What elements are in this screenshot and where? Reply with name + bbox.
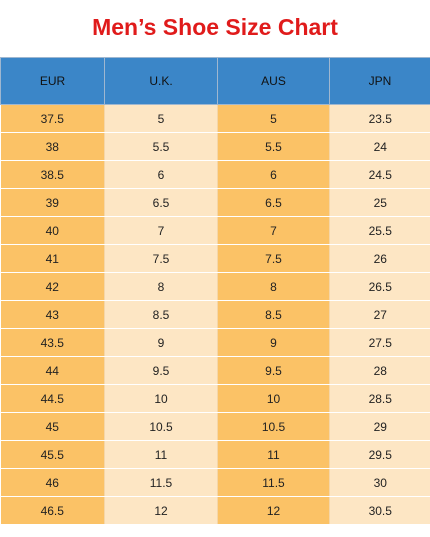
page-title: Men’s Shoe Size Chart [92, 14, 338, 40]
cell-aus: 8 [217, 272, 330, 301]
cell-eur: 40 [0, 216, 105, 245]
cell-jpn: 24 [329, 132, 430, 161]
cell-aus: 5 [217, 104, 330, 133]
table-row: 41 7.5 7.5 26 [0, 244, 430, 273]
cell-uk: 10.5 [104, 412, 218, 441]
cell-aus: 9 [217, 328, 330, 357]
header-uk: U.K. [104, 57, 218, 105]
cell-eur: 41 [0, 244, 105, 273]
cell-eur: 46 [0, 468, 105, 497]
cell-eur: 38.5 [0, 160, 105, 189]
cell-aus: 11 [217, 440, 330, 469]
cell-uk: 5.5 [104, 132, 218, 161]
cell-aus: 7 [217, 216, 330, 245]
cell-jpn: 30 [329, 468, 430, 497]
cell-jpn: 26 [329, 244, 430, 273]
cell-eur: 46.5 [0, 496, 105, 525]
table-row: 45 10.5 10.5 29 [0, 412, 430, 441]
table-body: 37.5 5 5 23.5 38 5.5 5.5 24 38.5 6 6 24.5 39 6.5 6.5 25… [0, 104, 430, 525]
cell-jpn: 28.5 [329, 384, 430, 413]
cell-uk: 6.5 [104, 188, 218, 217]
cell-uk: 8.5 [104, 300, 218, 329]
cell-uk: 12 [104, 496, 218, 525]
table-header: EUR U.K. AUS JPN [0, 57, 430, 105]
cell-eur: 39 [0, 188, 105, 217]
table-row: 43.5 9 9 27.5 [0, 328, 430, 357]
cell-uk: 8 [104, 272, 218, 301]
table-row: 37.5 5 5 23.5 [0, 104, 430, 133]
cell-uk: 10 [104, 384, 218, 413]
cell-uk: 5 [104, 104, 218, 133]
table-row: 46 11.5 11.5 30 [0, 468, 430, 497]
header-row: EUR U.K. AUS JPN [0, 57, 430, 105]
table-row: 46.5 12 12 30.5 [0, 496, 430, 525]
cell-uk: 9 [104, 328, 218, 357]
table-row: 39 6.5 6.5 25 [0, 188, 430, 217]
cell-aus: 11.5 [217, 468, 330, 497]
header-eur: EUR [0, 57, 105, 105]
table-row: 43 8.5 8.5 27 [0, 300, 430, 329]
cell-uk: 7.5 [104, 244, 218, 273]
cell-uk: 11 [104, 440, 218, 469]
cell-uk: 9.5 [104, 356, 218, 385]
cell-eur: 43.5 [0, 328, 105, 357]
header-jpn: JPN [329, 57, 430, 105]
cell-jpn: 25.5 [329, 216, 430, 245]
cell-aus: 8.5 [217, 300, 330, 329]
cell-eur: 37.5 [0, 104, 105, 133]
cell-aus: 12 [217, 496, 330, 525]
cell-uk: 7 [104, 216, 218, 245]
cell-aus: 9.5 [217, 356, 330, 385]
table-row: 38.5 6 6 24.5 [0, 160, 430, 189]
table-row: 44.5 10 10 28.5 [0, 384, 430, 413]
cell-eur: 42 [0, 272, 105, 301]
cell-eur: 45.5 [0, 440, 105, 469]
table-row: 44 9.5 9.5 28 [0, 356, 430, 385]
cell-eur: 44.5 [0, 384, 105, 413]
table-row: 42 8 8 26.5 [0, 272, 430, 301]
size-chart-table: EUR U.K. AUS JPN 37.5 5 5 23.5 38 5.5 5.5 24 38.… [0, 57, 430, 525]
table-row: 45.5 11 11 29.5 [0, 440, 430, 469]
cell-jpn: 24.5 [329, 160, 430, 189]
cell-aus: 10 [217, 384, 330, 413]
cell-eur: 45 [0, 412, 105, 441]
cell-jpn: 26.5 [329, 272, 430, 301]
cell-uk: 6 [104, 160, 218, 189]
cell-aus: 7.5 [217, 244, 330, 273]
cell-jpn: 23.5 [329, 104, 430, 133]
cell-eur: 38 [0, 132, 105, 161]
cell-aus: 6 [217, 160, 330, 189]
cell-jpn: 27 [329, 300, 430, 329]
cell-jpn: 29 [329, 412, 430, 441]
cell-jpn: 28 [329, 356, 430, 385]
cell-eur: 44 [0, 356, 105, 385]
table-row: 40 7 7 25.5 [0, 216, 430, 245]
cell-jpn: 30.5 [329, 496, 430, 525]
table-row: 38 5.5 5.5 24 [0, 132, 430, 161]
cell-aus: 5.5 [217, 132, 330, 161]
header-aus: AUS [217, 57, 330, 105]
cell-uk: 11.5 [104, 468, 218, 497]
cell-aus: 10.5 [217, 412, 330, 441]
cell-eur: 43 [0, 300, 105, 329]
cell-aus: 6.5 [217, 188, 330, 217]
cell-jpn: 27.5 [329, 328, 430, 357]
cell-jpn: 29.5 [329, 440, 430, 469]
cell-jpn: 25 [329, 188, 430, 217]
